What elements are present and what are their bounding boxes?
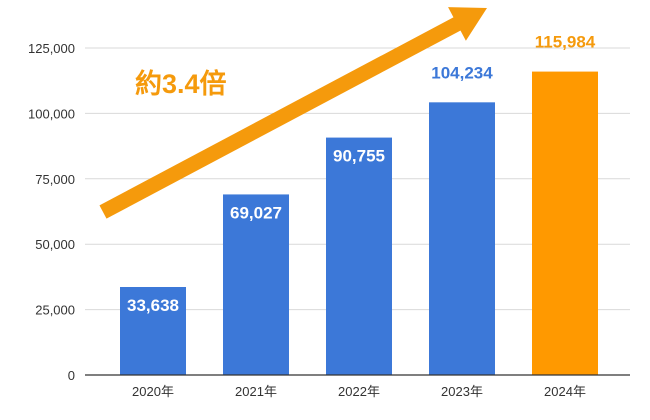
x-tick-label: 2020年 xyxy=(132,384,174,399)
y-tick-label: 75,000 xyxy=(35,172,75,187)
bar xyxy=(326,137,392,375)
bar xyxy=(223,194,289,375)
y-tick-label: 50,000 xyxy=(35,237,75,252)
data-labels: 33,638 69,027 90,755 104,234 115,984 xyxy=(127,33,596,315)
y-tick-label: 0 xyxy=(68,368,75,383)
y-tick-label: 25,000 xyxy=(35,303,75,318)
trend-arrow-head xyxy=(448,7,487,41)
bar xyxy=(532,71,598,376)
bar xyxy=(429,102,495,375)
x-axis-ticks: 2020年 2021年 2022年 2023年 2024年 xyxy=(132,384,586,399)
growth-annotation: 約3.4倍 xyxy=(135,68,227,99)
bar xyxy=(120,287,186,375)
trend-arrow-icon xyxy=(99,7,487,219)
x-tick-label: 2023年 xyxy=(441,384,483,399)
y-tick-label: 100,000 xyxy=(28,106,75,121)
x-tick-label: 2024年 xyxy=(544,384,586,399)
bars xyxy=(120,71,598,376)
data-label: 104,234 xyxy=(431,63,493,82)
y-axis-ticks: 0 25,000 50,000 75,000 100,000 125,000 xyxy=(28,41,75,383)
data-label: 33,638 xyxy=(127,296,179,315)
x-tick-label: 2022年 xyxy=(338,384,380,399)
data-label: 115,984 xyxy=(535,33,596,52)
data-label: 90,755 xyxy=(333,147,385,166)
trend-arrow-shaft xyxy=(99,16,463,219)
data-label: 69,027 xyxy=(230,203,282,222)
x-tick-label: 2021年 xyxy=(235,384,277,399)
y-tick-label: 125,000 xyxy=(28,41,75,56)
